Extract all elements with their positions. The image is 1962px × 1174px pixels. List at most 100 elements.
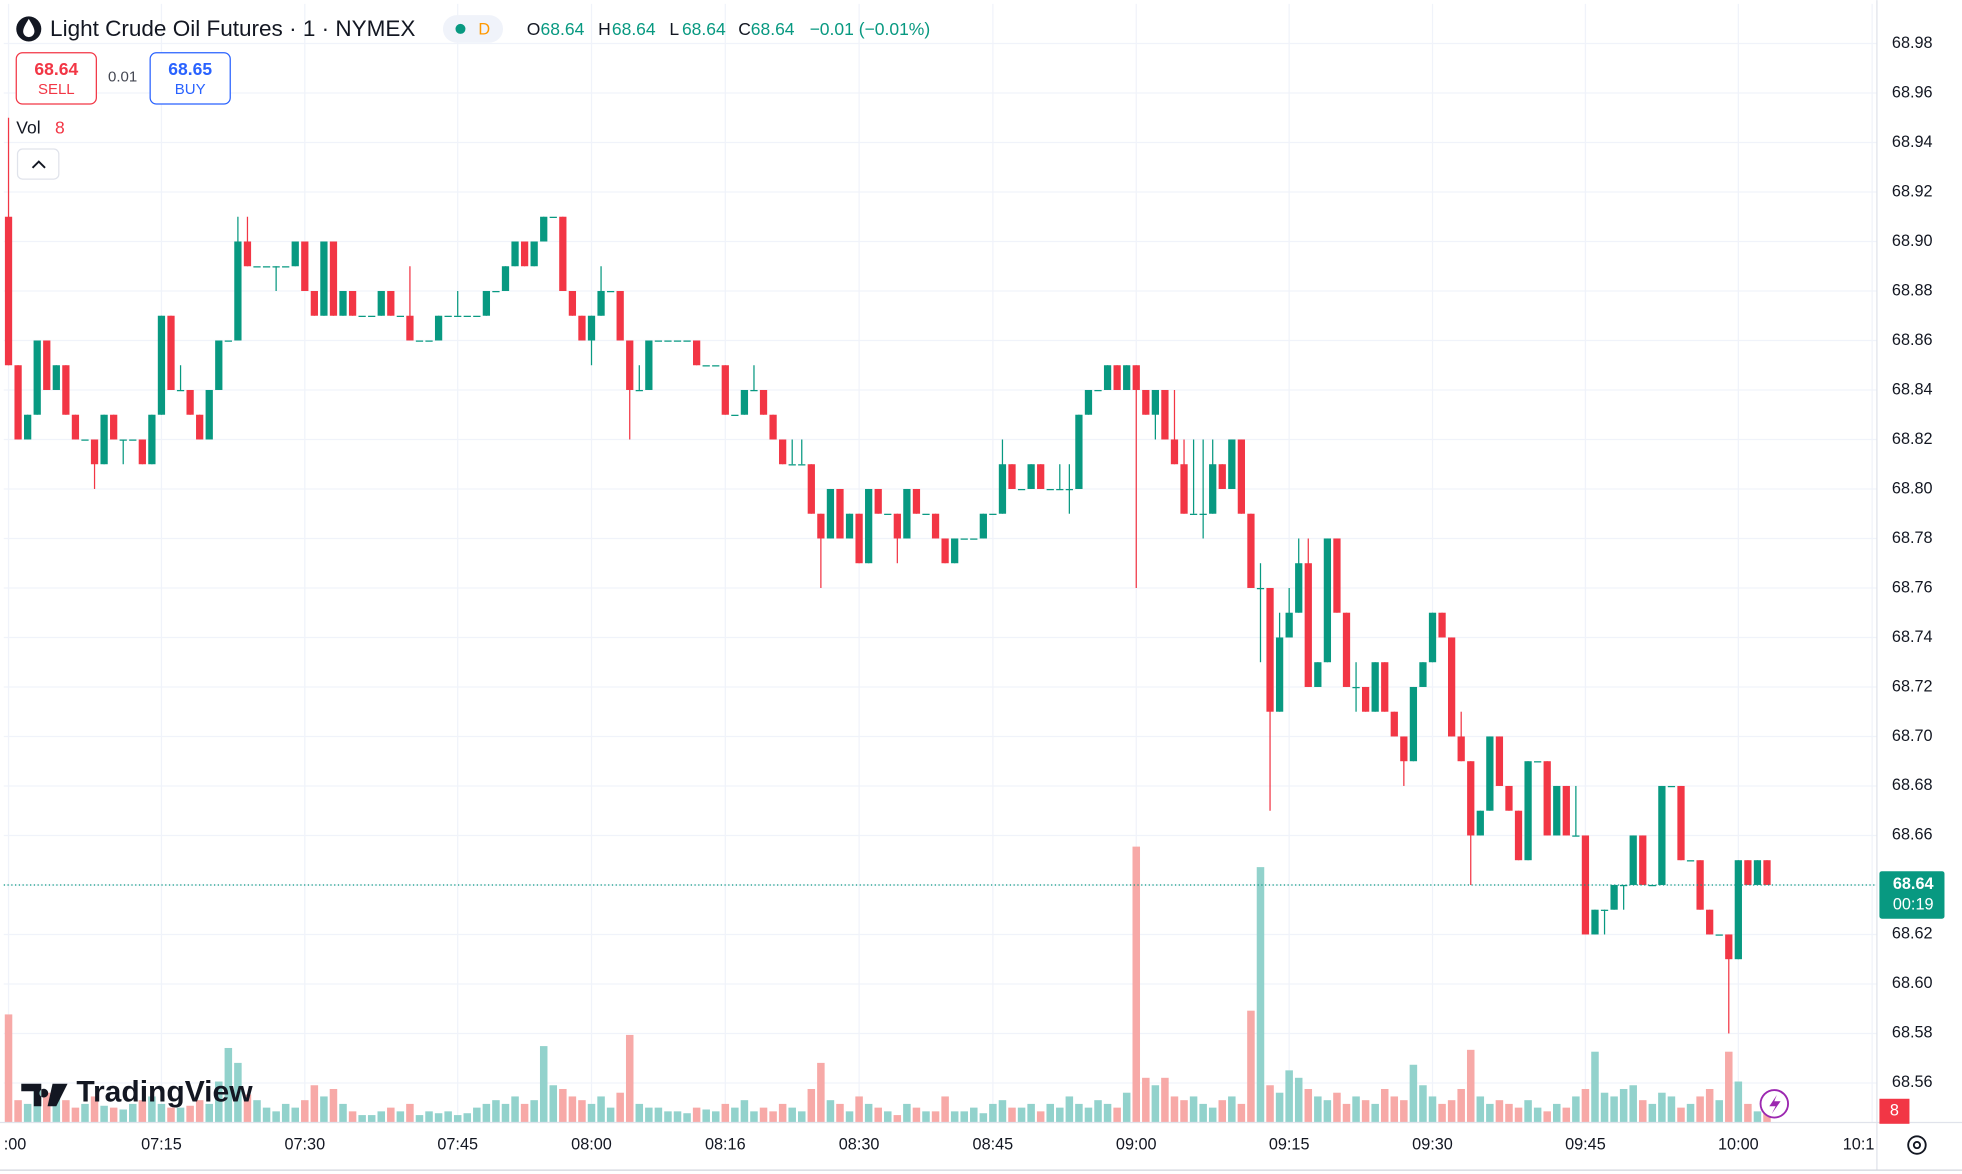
volume-bar <box>1533 1107 1542 1123</box>
volume-bar <box>645 1107 653 1123</box>
collapse-button[interactable] <box>16 148 60 180</box>
volume-bar <box>453 1115 462 1123</box>
candle-body <box>196 414 204 440</box>
candle-body <box>645 340 653 390</box>
symbol-header[interactable]: Light Crude Oil Futures · 1 · NYMEX <box>16 16 415 42</box>
sell-box[interactable] <box>15 52 97 105</box>
ohlc-value: 68.64 <box>612 19 656 39</box>
candle-body <box>52 365 60 390</box>
volume-bar <box>1744 1103 1752 1123</box>
candle-body <box>1419 662 1427 687</box>
volume-bar <box>711 1111 720 1123</box>
volume-bar <box>759 1107 768 1123</box>
candle-body <box>444 315 452 317</box>
settings-icon[interactable] <box>1907 1135 1927 1155</box>
settings-icon-core <box>1912 1141 1922 1150</box>
candle-body <box>329 241 338 316</box>
candle-body <box>1123 365 1131 390</box>
volume-bar <box>798 1111 806 1123</box>
volume-bar <box>1275 1092 1284 1123</box>
volume-bar <box>396 1111 405 1123</box>
volume-bar <box>1495 1100 1504 1123</box>
candle-body <box>1667 785 1676 788</box>
volume-bar <box>740 1100 749 1123</box>
volume-bar <box>587 1103 596 1123</box>
candle-body <box>224 340 232 342</box>
candle-body <box>1438 612 1446 638</box>
volume-bar <box>1247 1010 1255 1123</box>
y-tick-label: 68.92 <box>1892 182 1933 200</box>
session-badge[interactable] <box>442 15 504 43</box>
volume-bar <box>482 1103 491 1123</box>
volume-bar <box>329 1088 338 1123</box>
candle-body <box>1553 785 1561 836</box>
y-tick-label: 68.62 <box>1892 925 1933 943</box>
volume-bar <box>1314 1096 1322 1123</box>
volume-bar <box>884 1111 892 1123</box>
candle-body <box>587 315 596 341</box>
candle-body <box>368 315 376 317</box>
candle-body <box>1247 513 1255 588</box>
volume-bar <box>960 1111 968 1123</box>
volume-bar <box>778 1103 787 1123</box>
volume-bar <box>90 1096 99 1123</box>
candle-body <box>1572 835 1580 837</box>
candle-body <box>1275 637 1284 712</box>
candle-body <box>501 266 510 291</box>
volume-bar <box>1065 1096 1074 1123</box>
volume-bar <box>176 1107 185 1123</box>
candle-body <box>635 389 643 392</box>
volume-bar <box>1753 1111 1762 1123</box>
volume-bar <box>492 1100 500 1123</box>
buy-box[interactable] <box>149 52 231 105</box>
candle-body <box>951 538 959 564</box>
x-tick-label: 10:1 <box>1843 1135 1875 1153</box>
volume-bar <box>224 1047 233 1123</box>
candle-body <box>970 538 978 540</box>
candle-body <box>721 365 729 415</box>
volume-bar <box>1266 1085 1274 1123</box>
volume-bar <box>1237 1103 1246 1123</box>
candle-body <box>1304 563 1312 687</box>
candle-body <box>291 241 299 267</box>
volume-bar <box>1725 1051 1733 1123</box>
logo-text: TradingView <box>76 1076 253 1109</box>
y-tick-label: 68.98 <box>1892 34 1933 52</box>
volume-bar <box>826 1100 835 1123</box>
volume-bar <box>1419 1085 1427 1123</box>
candle-body <box>1132 365 1140 390</box>
ohlc-label: L <box>669 19 679 39</box>
ohlc-legend: O 68.64 H 68.64 L 68.64 C 68.64 −0.01 (−… <box>527 19 930 39</box>
buy-label: BUY <box>175 81 206 98</box>
candle-body <box>1629 835 1637 885</box>
candle-body <box>922 513 930 515</box>
volume-bar <box>339 1103 347 1123</box>
candle-body <box>1170 439 1179 465</box>
volume-bar <box>1639 1100 1647 1123</box>
y-tick-label: 68.88 <box>1892 281 1933 299</box>
volume-bar <box>1505 1103 1513 1123</box>
logo[interactable]: TradingView <box>21 1076 253 1109</box>
volume-bar <box>253 1100 261 1123</box>
volume-bar <box>750 1111 758 1123</box>
volume-bar <box>578 1100 586 1123</box>
candle-body <box>1218 464 1226 489</box>
y-tick-label: 68.60 <box>1892 974 1933 992</box>
volume-bar <box>1371 1103 1379 1123</box>
buy-button[interactable]: 68.65 BUY <box>149 52 231 105</box>
symbol-title[interactable]: Light Crude Oil Futures · 1 · NYMEX <box>50 16 415 41</box>
volume-bar <box>1380 1088 1389 1123</box>
candle-body <box>511 241 519 267</box>
sell-button[interactable]: 68.64 SELL <box>15 52 97 105</box>
volume-bar <box>539 1046 548 1123</box>
candle-body <box>320 241 328 316</box>
volume-bar <box>1075 1103 1083 1123</box>
collapse-box[interactable] <box>16 148 60 180</box>
candle-body <box>492 290 500 293</box>
candle-body <box>454 315 462 317</box>
candle-body <box>1314 662 1322 687</box>
candle-body <box>874 488 882 514</box>
x-tick-label: 09:45 <box>1565 1135 1606 1153</box>
candle-body <box>1228 439 1236 489</box>
candle-body <box>654 340 663 342</box>
